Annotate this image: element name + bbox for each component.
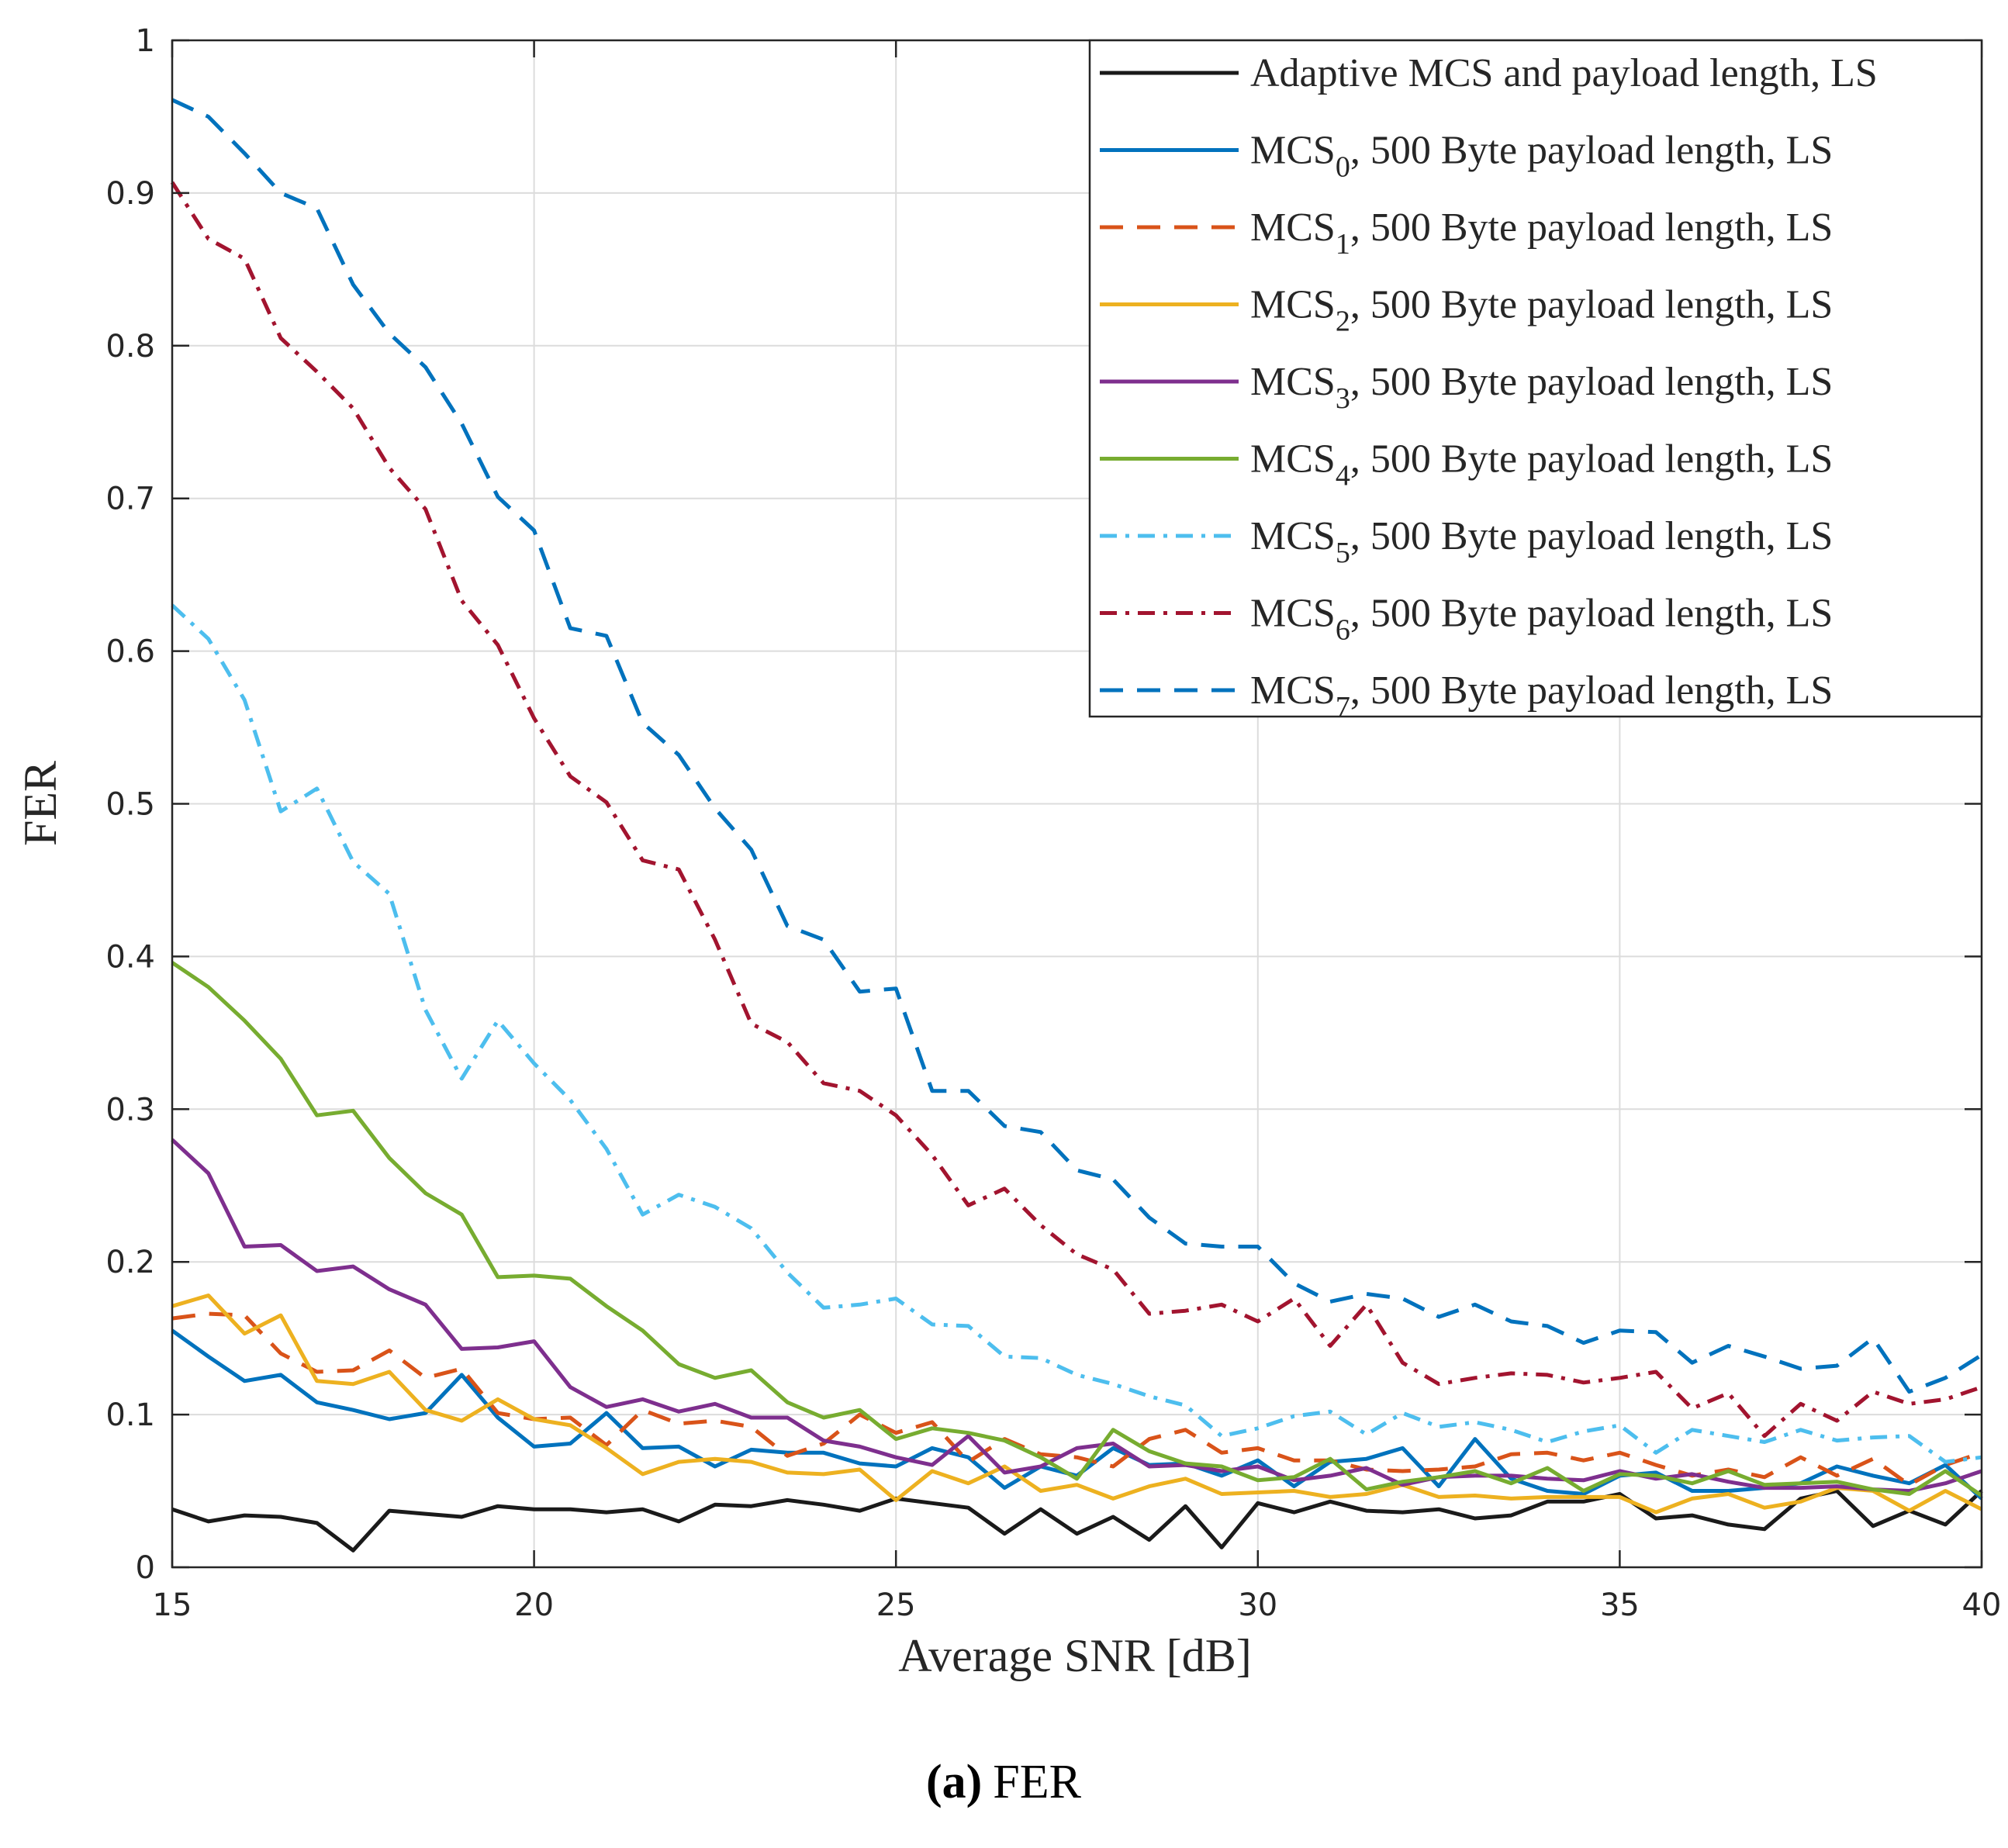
legend-label-2: MCS1, 500 Byte payload length, LS	[1250, 206, 1833, 261]
y-tick-labels: 0 0.1 0.2 0.3 0.4 0.5 0.6 0.7 0.8 0.9 1	[105, 23, 155, 1586]
series-line-2	[171, 1311, 1982, 1487]
legend-label-1: MCS0, 500 Byte payload length, LS	[1250, 129, 1833, 184]
legend-box	[1088, 39, 1983, 718]
legend-label-0: Adaptive MCS and payload length, LS	[1250, 51, 1878, 95]
series-line-5	[171, 961, 1983, 1497]
y-tick-label: 0.8	[105, 329, 155, 364]
series-line-7	[170, 181, 1982, 1439]
caption-label: (a)	[926, 1756, 982, 1808]
legend-label-5: MCS4, 500 Byte payload length, LS	[1250, 437, 1833, 492]
caption-text: FER	[993, 1756, 1081, 1808]
legend-label-7: MCS6, 500 Byte payload length, LS	[1250, 592, 1833, 647]
series-line-0	[171, 1489, 1983, 1553]
legend-label-6: MCS5, 500 Byte payload length, LS	[1250, 514, 1833, 569]
y-tick-label: 0.6	[105, 634, 155, 670]
y-tick-label: 1	[136, 23, 155, 59]
x-tick-label: 40	[1962, 1587, 2002, 1623]
y-tick-label: 0.7	[105, 482, 155, 517]
legend-label-8: MCS7, 500 Byte payload length, LS	[1250, 668, 1833, 724]
x-tick-label: 35	[1600, 1587, 1640, 1623]
y-tick-label: 0.3	[105, 1092, 155, 1128]
series-lines	[170, 98, 1983, 1553]
series-line-3	[171, 1294, 1983, 1515]
legend-label-4: MCS3, 500 Byte payload length, LS	[1250, 360, 1833, 415]
y-tick-label: 0.2	[105, 1245, 155, 1280]
x-tick-label: 30	[1238, 1587, 1277, 1623]
x-tick-label: 20	[514, 1587, 554, 1623]
y-tick-label: 0.4	[105, 939, 155, 975]
series-line-8	[171, 98, 1983, 1394]
x-axis-label: Average SNR [dB]	[898, 1630, 1251, 1681]
y-tick-label: 0.1	[105, 1397, 155, 1433]
y-axis-label: FER	[15, 761, 66, 846]
x-tick-labels: 15 20 25 30 35 40	[153, 1587, 2002, 1623]
x-tick-label: 25	[876, 1587, 916, 1623]
y-tick-label: 0.9	[105, 176, 155, 212]
y-tick-label: 0.5	[105, 787, 155, 823]
figure-caption: (a) FER	[926, 1756, 1082, 1808]
x-tick-label: 15	[153, 1587, 192, 1623]
legend: Adaptive MCS and payload length, LS MCS0,…	[1088, 39, 1983, 724]
legend-label-3: MCS2, 500 Byte payload length, LS	[1250, 283, 1833, 338]
series-line-4	[171, 1138, 1982, 1493]
y-tick-label: 0	[136, 1550, 155, 1586]
